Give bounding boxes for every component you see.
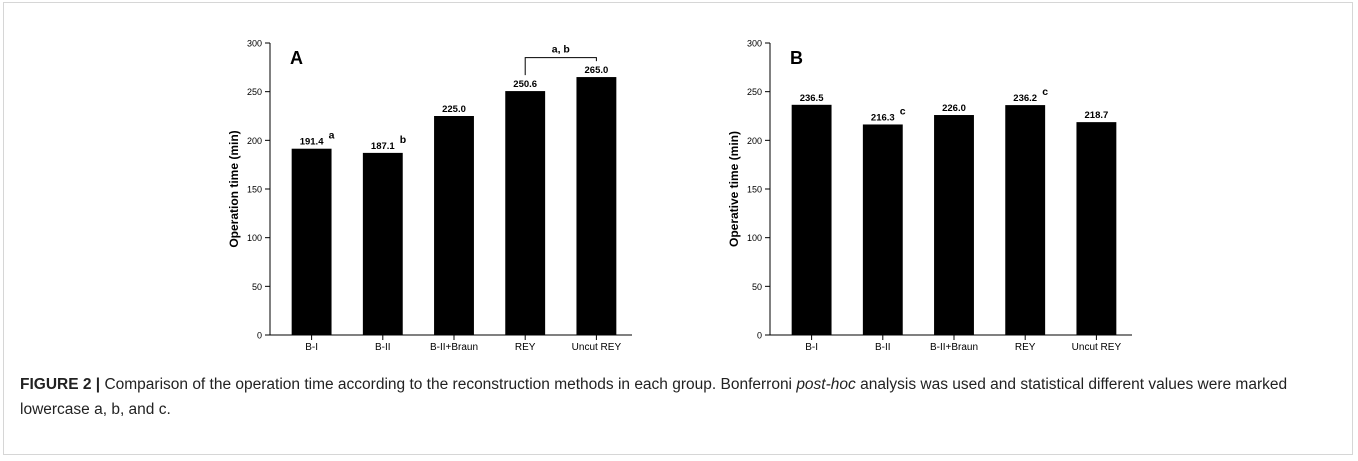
bar [934,115,974,335]
bar [505,91,546,335]
data-label: 218.7 [1085,110,1109,121]
x-tick-label: REY [515,342,536,350]
y-tick-label: 300 [247,39,262,49]
bar [362,152,403,335]
x-tick-label: REY [1015,342,1036,350]
bar [862,124,903,335]
data-label-superscript: b [400,134,406,146]
y-tick-label: 250 [247,87,262,97]
y-tick-label: 100 [247,233,262,243]
data-label: 187.1 [371,141,395,152]
data-label-superscript: a [329,130,335,142]
x-tick-label: Uncut REY [1072,342,1122,350]
x-tick-label: B-I [805,342,818,350]
caption-label: FIGURE 2 | [20,376,101,393]
y-tick-label: 0 [757,331,762,341]
y-tick-label: 300 [747,39,762,49]
y-tick-label: 50 [752,282,762,292]
data-label-superscript: c [1042,86,1048,98]
panel-label: A [290,48,303,68]
caption-text-before: Comparison of the operation time accordi… [100,376,797,393]
x-tick-label: B-II [875,342,891,350]
data-label: 226.0 [942,103,966,114]
panel-label: B [790,48,803,68]
bar [791,104,832,335]
data-label-superscript: c [900,105,906,117]
x-tick-label: Uncut REY [572,342,622,350]
bar [1076,122,1117,335]
caption-text-after: analysis was used and statistical differ… [20,376,1288,418]
bar [576,77,617,336]
y-tick-label: 200 [247,136,262,146]
x-tick-label: B-I [305,342,318,350]
data-label: 225.0 [442,104,466,115]
bar [1005,105,1046,335]
y-tick-label: 100 [747,233,762,243]
data-label: 265.0 [585,65,609,76]
x-tick-label: B-II+Braun [430,342,478,350]
y-axis-label: Operation time (min) [227,130,241,247]
y-axis-label: Operative time (min) [727,131,741,247]
data-label: 216.3 [871,112,895,123]
x-tick-label: B-II+Braun [930,342,978,350]
caption-italic: post-hoc [796,376,856,393]
y-tick-label: 0 [257,331,262,341]
y-tick-label: 150 [747,185,762,195]
y-tick-label: 200 [747,136,762,146]
y-tick-label: 50 [252,282,262,292]
bar [434,116,474,335]
bar [291,148,332,335]
bracket-label: a, b [552,44,570,56]
y-tick-label: 250 [747,87,762,97]
figure-frame [3,2,1353,455]
significance-bracket [524,57,597,76]
y-tick-label: 150 [247,185,262,195]
x-tick-label: B-II [375,342,391,350]
figure-caption: FIGURE 2 | Comparison of the operation t… [20,372,1338,422]
data-label: 236.5 [800,93,824,104]
data-label: 236.2 [1013,93,1037,104]
data-label: 191.4 [300,137,324,148]
data-label: 250.6 [513,79,537,90]
